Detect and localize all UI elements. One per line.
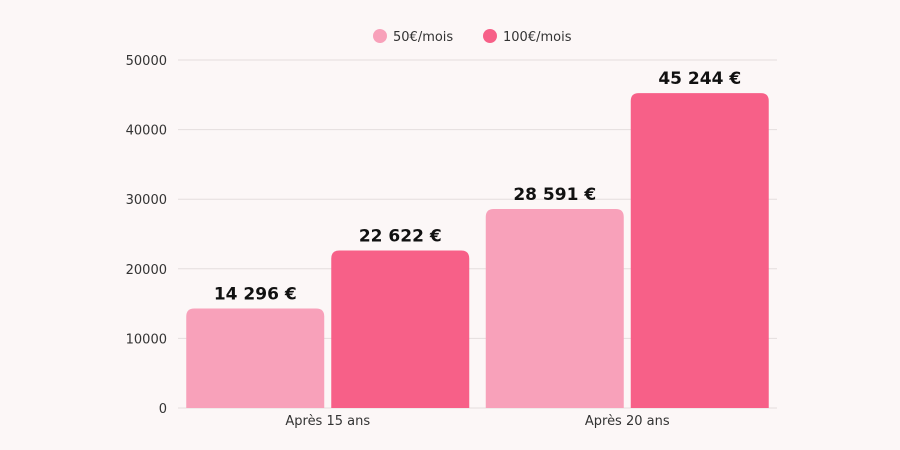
legend-swatch [373,29,387,43]
legend-label: 50€/mois [393,30,453,45]
data-label: 45 244 € [658,69,741,89]
y-tick-label: 50000 [126,54,167,69]
data-label: 28 591 € [513,185,596,205]
bar [485,209,624,408]
y-tick-label: 20000 [126,263,167,278]
data-label: 22 622 € [359,227,442,247]
legend-swatch [483,29,497,43]
data-label: 14 296 € [214,284,297,304]
bar [331,250,470,408]
y-tick-label: 40000 [126,124,167,139]
x-tick-label: Après 15 ans [285,414,370,429]
legend-label: 100€/mois [503,30,572,45]
x-tick-label: Après 20 ans [585,414,670,429]
y-tick-label: 30000 [126,193,167,208]
y-tick-label: 10000 [126,332,167,347]
y-tick-label: 0 [159,402,167,417]
bar [630,93,769,409]
bar [186,308,325,408]
